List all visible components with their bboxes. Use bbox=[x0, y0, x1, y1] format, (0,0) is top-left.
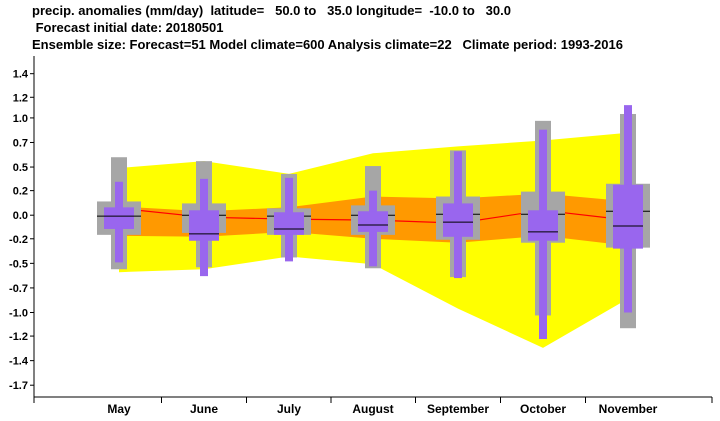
y-tick-label: 1.2 bbox=[13, 92, 28, 104]
y-tick-label: -0.2 bbox=[9, 234, 28, 246]
y-tick-label: 0.0 bbox=[13, 210, 28, 222]
y-tick-label: -0.7 bbox=[9, 283, 28, 295]
y-tick-label: 1.0 bbox=[13, 113, 28, 125]
forecast-box-november bbox=[613, 184, 643, 249]
ensemble-info-label: Ensemble size: Forecast=51 Model climate… bbox=[32, 37, 623, 52]
y-tick-label: 1.4 bbox=[13, 69, 29, 81]
forecast-box-august bbox=[358, 211, 388, 232]
x-tick-label-november: November bbox=[599, 402, 658, 416]
x-tick-label-july: July bbox=[277, 402, 301, 416]
x-tick-label-august: August bbox=[352, 402, 393, 416]
forecast-date-label: Forecast initial date: 20180501 bbox=[32, 20, 224, 35]
x-tick-label-september: September bbox=[427, 402, 489, 416]
forecast-box-june bbox=[189, 210, 219, 241]
forecast-box-september bbox=[443, 203, 473, 237]
forecast-box-may bbox=[104, 207, 134, 229]
x-tick-label-may: May bbox=[107, 402, 131, 416]
y-tick-label: -1.4 bbox=[9, 356, 29, 368]
forecast-box-july bbox=[274, 212, 304, 235]
chart-header: precip. anomalies (mm/day) latitude= 50.… bbox=[32, 2, 720, 53]
y-tick-label: 0.2 bbox=[13, 186, 28, 198]
y-tick-label: -1.0 bbox=[9, 307, 28, 319]
y-tick-label: -1.7 bbox=[9, 380, 28, 392]
forecast-box-october bbox=[528, 210, 558, 241]
chart-title: precip. anomalies (mm/day) latitude= 50.… bbox=[32, 3, 511, 18]
x-tick-label-october: October bbox=[520, 402, 566, 416]
y-tick-label: 0.5 bbox=[13, 162, 28, 174]
y-tick-label: -0.5 bbox=[9, 258, 28, 270]
y-tick-label: 0.7 bbox=[13, 137, 28, 149]
x-tick-label-june: June bbox=[190, 402, 218, 416]
y-tick-label: -1.2 bbox=[9, 331, 28, 343]
